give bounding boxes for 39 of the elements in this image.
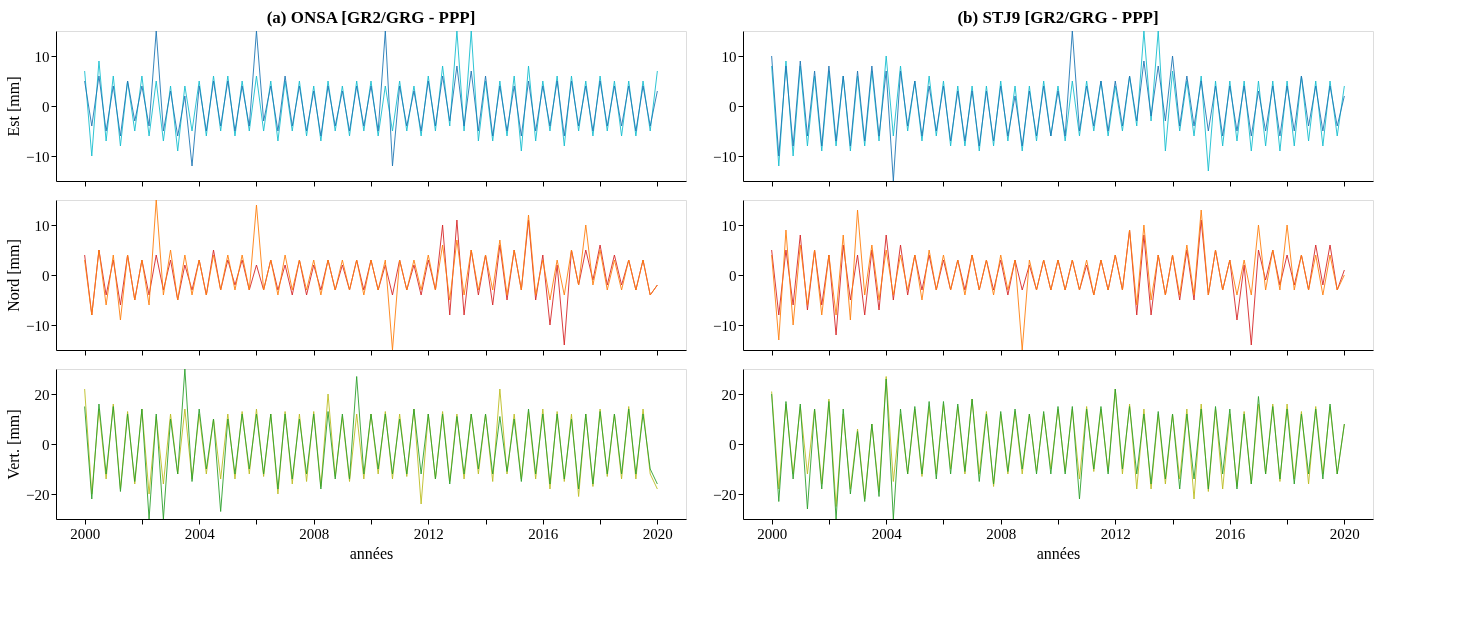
chart-title: (b) STJ9 [GR2/GRG - PPP] <box>957 8 1159 27</box>
y-tick-label: 0 <box>42 267 50 284</box>
x-tick-label: 2016 <box>528 525 559 542</box>
y-tick-label: 10 <box>721 48 737 65</box>
x-tick-label: 2020 <box>642 525 673 542</box>
y-tick-label: 0 <box>42 436 50 453</box>
y-tick-label: −10 <box>713 148 737 165</box>
y-tick-label: 0 <box>729 436 737 453</box>
y-tick-label: 10 <box>721 217 737 234</box>
x-tick-label: 2004 <box>871 525 903 542</box>
y-tick-label: −10 <box>26 148 50 165</box>
y-tick-label: 0 <box>42 98 50 115</box>
x-tick-label: 2012 <box>1100 525 1131 542</box>
x-tick-label: 2000 <box>70 525 101 542</box>
x-tick-label: 2000 <box>757 525 788 542</box>
chart-title: (a) ONSA [GR2/GRG - PPP] <box>266 8 476 27</box>
y-axis-title: Est [mm] <box>5 76 23 137</box>
y-tick-label: −10 <box>26 317 50 334</box>
line-series <box>84 200 658 350</box>
y-tick-label: 10 <box>34 217 50 234</box>
x-tick-label: 2004 <box>184 525 216 542</box>
y-tick-label: −10 <box>713 317 737 334</box>
y-tick-label: 0 <box>729 98 737 115</box>
x-axis-title: années <box>349 544 394 562</box>
y-tick-label: 20 <box>721 386 737 403</box>
x-tick-label: 2020 <box>1329 525 1360 542</box>
x-tick-label: 2016 <box>1215 525 1246 542</box>
x-tick-label: 2008 <box>299 525 330 542</box>
y-tick-label: −20 <box>713 486 737 503</box>
line-series <box>84 369 658 519</box>
y-tick-label: 20 <box>34 386 50 403</box>
x-tick-label: 2012 <box>413 525 444 542</box>
y-axis-title: Vert. [mm] <box>5 409 23 480</box>
y-tick-label: 10 <box>34 48 50 65</box>
y-tick-label: 0 <box>729 267 737 284</box>
y-tick-label: −20 <box>26 486 50 503</box>
x-tick-label: 2008 <box>986 525 1017 542</box>
x-axis-title: années <box>1036 544 1081 562</box>
y-axis-title: Nord [mm] <box>5 239 23 312</box>
